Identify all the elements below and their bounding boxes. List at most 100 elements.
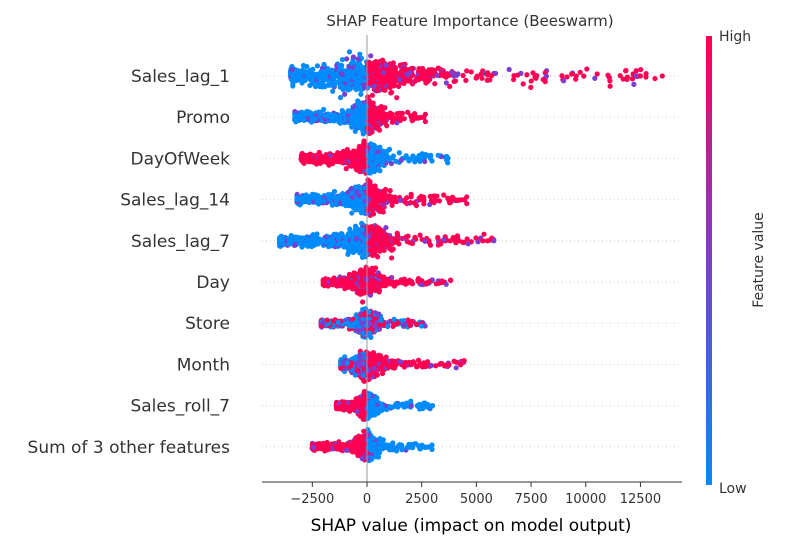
data-point — [454, 233, 461, 239]
data-point — [311, 81, 317, 87]
data-point — [388, 90, 394, 96]
data-point — [530, 70, 536, 76]
data-point — [290, 83, 296, 89]
outlier-point — [637, 73, 644, 79]
data-point — [540, 76, 546, 83]
data-point — [388, 255, 395, 261]
data-point — [607, 78, 613, 84]
data-point — [374, 88, 380, 94]
data-point — [358, 91, 364, 97]
data-point — [350, 54, 356, 60]
data-point — [362, 84, 368, 90]
data-point — [398, 157, 404, 163]
data-point — [312, 115, 319, 122]
data-point — [360, 117, 366, 123]
data-point — [429, 67, 435, 73]
data-point — [297, 114, 303, 120]
data-point — [397, 197, 403, 203]
data-point — [325, 157, 331, 163]
data-point — [361, 141, 368, 147]
data-point — [306, 159, 312, 165]
data-point — [384, 148, 390, 154]
data-point — [421, 201, 427, 207]
data-point — [395, 83, 402, 90]
data-point — [316, 155, 322, 161]
feature-label: Sum of 3 other features — [28, 438, 231, 458]
outlier-point — [491, 238, 497, 244]
data-point — [573, 73, 579, 79]
data-point — [485, 70, 491, 76]
data-point — [339, 57, 346, 63]
data-point — [643, 74, 649, 80]
data-point — [369, 114, 375, 121]
outlier-point — [659, 73, 665, 79]
data-point — [308, 77, 314, 83]
data-point — [427, 76, 433, 83]
data-point — [528, 84, 534, 90]
data-point — [443, 74, 449, 80]
data-point — [380, 114, 387, 120]
data-point — [528, 78, 534, 84]
data-point — [443, 80, 449, 86]
data-point — [357, 168, 363, 175]
data-point — [387, 84, 393, 91]
data-point — [368, 105, 375, 111]
data-point — [364, 207, 371, 213]
data-point — [394, 70, 400, 76]
data-point — [458, 197, 464, 203]
data-point — [340, 194, 346, 200]
data-point — [464, 200, 470, 207]
feature-label: Sales_lag_1 — [131, 67, 230, 87]
data-point — [377, 208, 383, 215]
data-point — [631, 81, 637, 87]
data-point — [435, 152, 441, 158]
data-point — [355, 56, 361, 62]
outlier-point — [276, 238, 283, 244]
data-point — [371, 74, 377, 81]
data-point — [400, 72, 406, 79]
data-point — [345, 149, 351, 156]
data-point — [438, 70, 445, 76]
data-point — [333, 200, 339, 206]
data-point — [623, 68, 629, 74]
data-point — [330, 88, 336, 94]
data-point — [564, 74, 570, 80]
data-point — [344, 56, 350, 62]
data-point — [422, 158, 428, 165]
data-point — [377, 235, 383, 242]
feature-points — [320, 264, 454, 305]
data-point — [378, 245, 385, 251]
data-point — [349, 247, 356, 253]
data-point — [415, 115, 421, 121]
data-point — [396, 150, 402, 156]
data-point — [308, 119, 315, 125]
feature-points — [294, 177, 470, 218]
data-point — [506, 66, 512, 73]
data-point — [445, 160, 451, 166]
data-point — [380, 70, 386, 76]
data-point — [368, 53, 374, 59]
data-point — [389, 119, 395, 125]
data-point — [346, 49, 353, 55]
data-point — [357, 51, 363, 57]
data-point — [365, 94, 371, 100]
data-point — [594, 71, 600, 77]
data-point — [360, 77, 367, 84]
data-point — [293, 78, 299, 84]
data-point — [447, 83, 453, 90]
data-point — [412, 234, 418, 240]
data-point — [347, 226, 353, 232]
data-point — [321, 76, 327, 82]
data-point — [310, 66, 316, 72]
feature-rows: Sales_lag_1PromoDayOfWeekSales_lag_14Sal… — [28, 67, 682, 458]
data-point — [511, 72, 517, 79]
data-point — [407, 70, 413, 76]
data-point — [358, 233, 364, 239]
outlier-point — [294, 197, 300, 203]
data-point — [292, 113, 298, 119]
data-point — [304, 63, 310, 70]
data-point — [435, 234, 441, 241]
data-point — [299, 67, 305, 73]
data-point — [451, 237, 458, 243]
data-point — [288, 77, 295, 83]
